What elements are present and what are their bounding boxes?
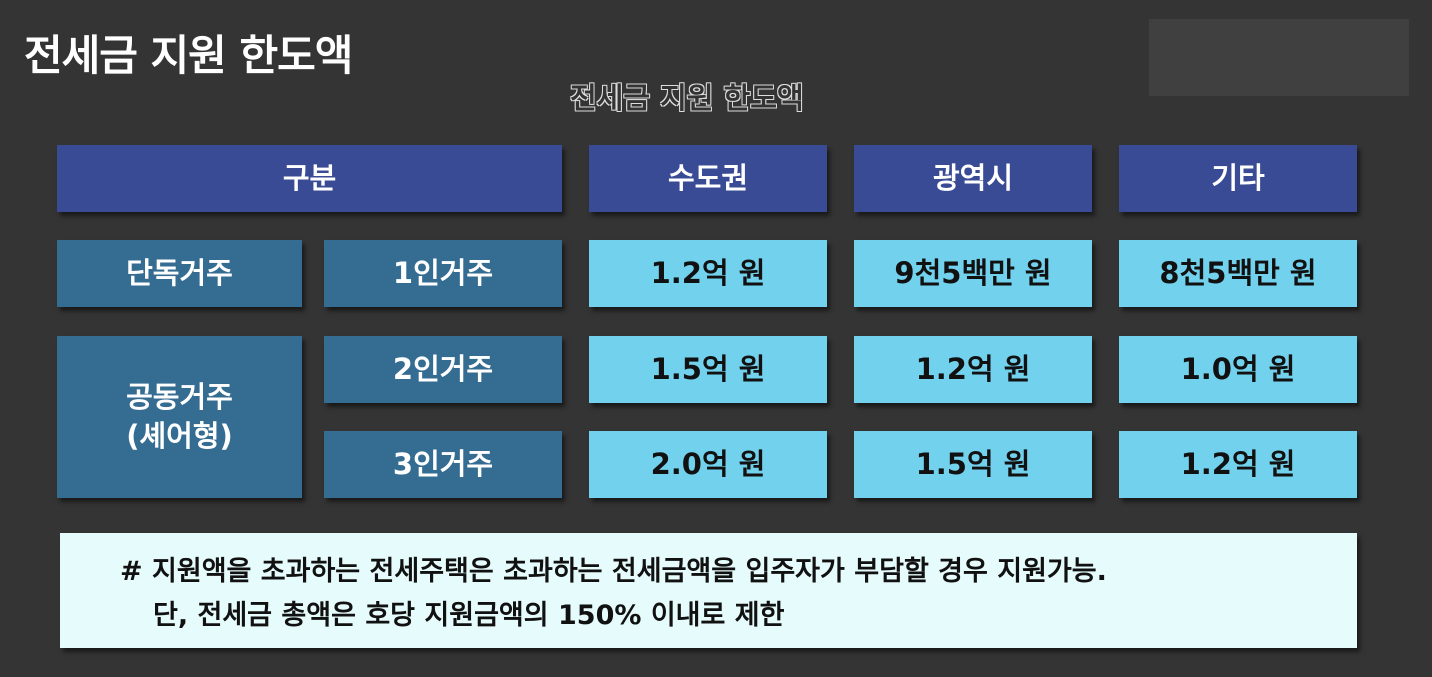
- table-cell: 1.5억 원: [589, 336, 827, 403]
- table-cell: 1.5억 원: [854, 431, 1092, 498]
- table-cell: 1.2억 원: [1119, 431, 1357, 498]
- table-cell: 9천5백만 원: [854, 240, 1092, 307]
- table-caption: 전세금 지원 한도액: [570, 81, 804, 115]
- header-category: 구분: [57, 145, 562, 212]
- footnote-line-2: 단, 전세금 총액은 호당 지원금액의 150% 이내로 제한: [153, 600, 785, 631]
- table-cell: 1.2억 원: [589, 240, 827, 307]
- row-type: 1인거주: [324, 240, 562, 307]
- overlay-box: [1149, 19, 1409, 96]
- table-cell: 1.0억 원: [1119, 336, 1357, 403]
- header-other: 기타: [1119, 145, 1357, 212]
- footnote-line-1: # 지원액을 초과하는 전세주택은 초과하는 전세금액을 입주자가 부담할 경우…: [120, 556, 1107, 587]
- footnote-box: # 지원액을 초과하는 전세주택은 초과하는 전세금액을 입주자가 부담할 경우…: [60, 533, 1357, 648]
- row-type: 3인거주: [324, 431, 562, 498]
- table-cell: 2.0억 원: [589, 431, 827, 498]
- group-shared: 공동거주 (셰어형): [57, 336, 302, 498]
- table-cell: 1.2억 원: [854, 336, 1092, 403]
- row-type: 2인거주: [324, 336, 562, 403]
- group-single: 단독거주: [57, 240, 302, 307]
- table-cell: 8천5백만 원: [1119, 240, 1357, 307]
- page-title: 전세금 지원 한도액: [24, 31, 353, 80]
- header-metro-city: 광역시: [854, 145, 1092, 212]
- header-capital-area: 수도권: [589, 145, 827, 212]
